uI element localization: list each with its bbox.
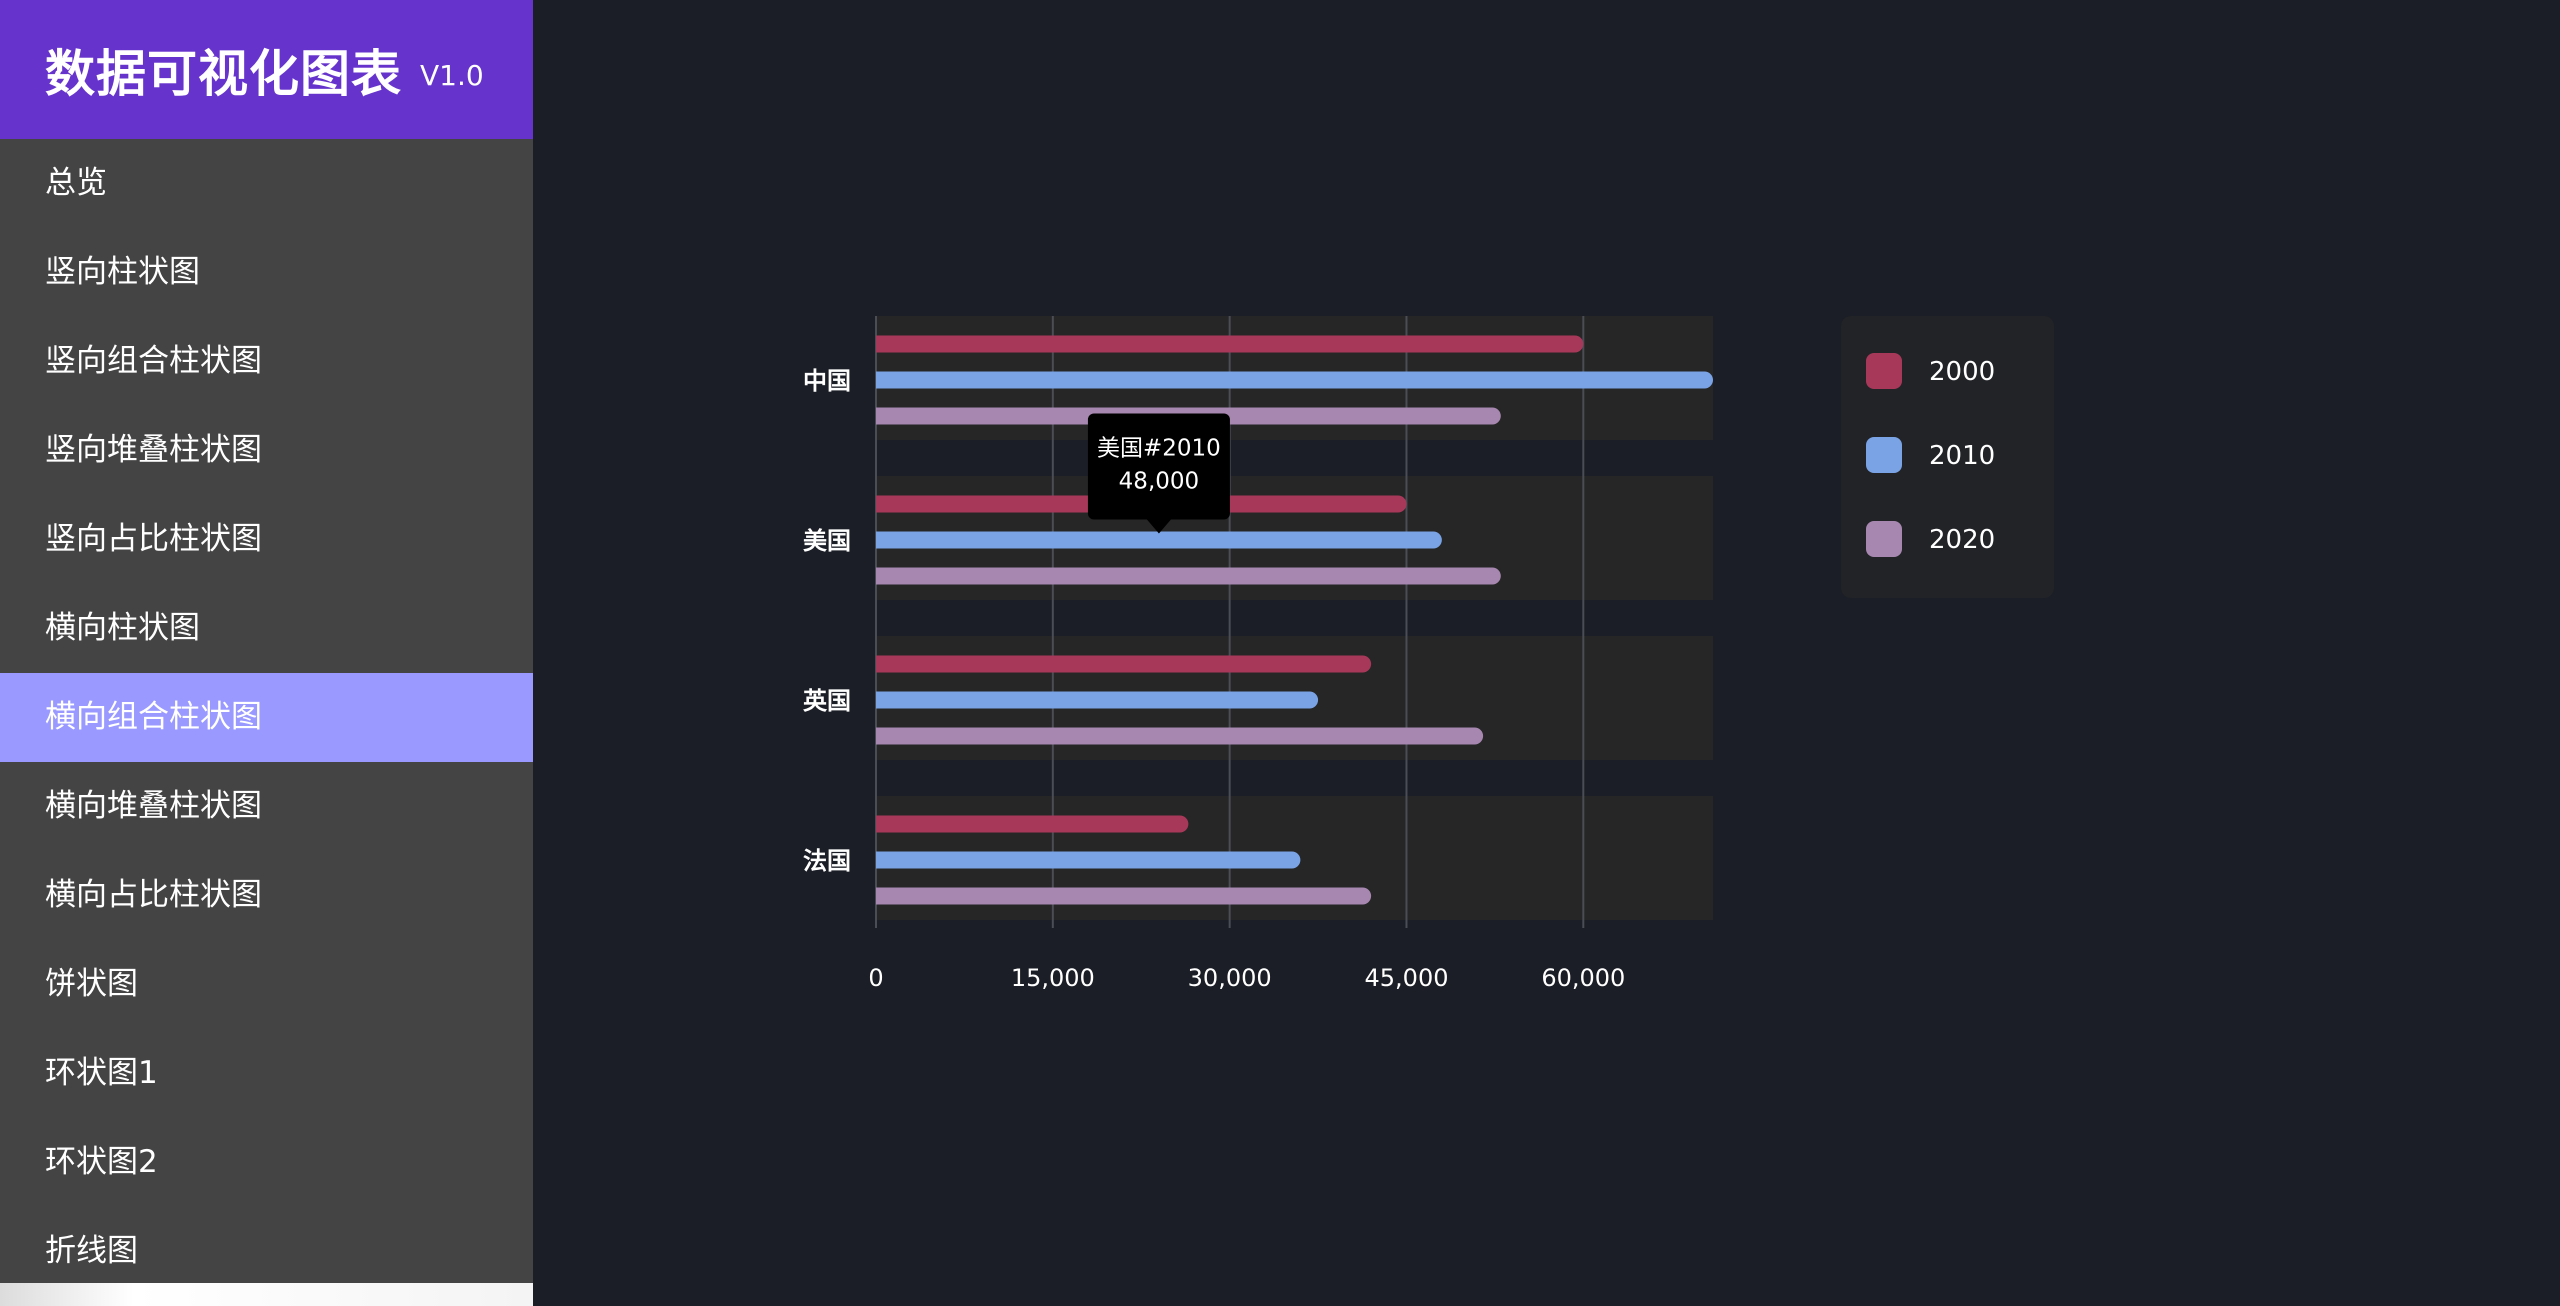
menu-item-donut-2[interactable]: 环状图2 [45,1144,158,1180]
bar-2020-c3 [876,887,1372,905]
tooltip-arrow [1146,519,1171,534]
x-tick-label: 30,000 [1188,964,1272,992]
legend-swatch-2020 [1866,521,1902,557]
y-category-label: 中国 [803,367,851,395]
sidebar-header: 数据可视化图表 V1.0 [0,0,533,139]
sidebar-scroll-edge [0,1283,533,1306]
legend-label-2010: 2010 [1929,441,1995,471]
menu-item-vertical-percent-bar[interactable]: 竖向占比柱状图 [45,521,262,557]
sidebar: 数据可视化图表 V1.0 总览 竖向柱状图 竖向组合柱状图 竖向堆叠柱状图 竖向… [0,0,533,1306]
bar-2000-c2 [876,655,1372,673]
menu-item-overview[interactable]: 总览 [45,165,107,201]
sidebar-menu: 总览 竖向柱状图 竖向组合柱状图 竖向堆叠柱状图 竖向占比柱状图 横向柱状图 横… [0,139,533,1296]
bar-base-2020-c3 [876,887,893,905]
bar-base-2000-c0 [876,335,893,353]
legend-swatch-2010 [1866,437,1902,473]
legend-label-2020: 2020 [1929,525,1995,555]
bar-base-2020-c0 [876,407,893,425]
bar-base-2010-c0 [876,371,893,389]
y-category-label: 法国 [803,847,851,875]
bar-2010-c1 [876,531,1442,549]
menu-item-horizontal-bar[interactable]: 横向柱状图 [45,610,200,646]
menu-item-vertical-grouped-bar[interactable]: 竖向组合柱状图 [45,343,262,379]
bar-2020-c1 [876,567,1501,585]
menu-item-horizontal-grouped-bar[interactable]: 横向组合柱状图 [0,673,533,762]
bar-2000-c0 [876,335,1584,353]
menu-item-donut-1[interactable]: 环状图1 [45,1055,158,1091]
bar-base-2010-c3 [876,851,893,869]
x-tick-label: 60,000 [1541,964,1625,992]
bar-base-2000-c2 [876,655,893,673]
legend-label-2000: 2000 [1929,357,1995,387]
x-tick-label: 15,000 [1011,964,1095,992]
x-tick-label: 0 [868,964,883,992]
tooltip-title: 美国#2010 [1097,436,1221,462]
y-category-label: 英国 [803,687,851,715]
menu-item-horizontal-stacked-bar[interactable]: 横向堆叠柱状图 [45,788,262,824]
bar-2010-c2 [876,691,1319,709]
menu-item-pie[interactable]: 饼状图 [45,966,138,1002]
legend: 2000 2010 2020 [1841,316,2054,598]
y-category-label: 美国 [803,527,851,555]
legend-swatch-2000 [1866,353,1902,389]
app-title: 数据可视化图表 [45,44,402,103]
bar-2000-c3 [876,815,1189,833]
bar-base-2020-c1 [876,567,893,585]
bar-2010-c3 [876,851,1301,869]
menu-item-horizontal-percent-bar[interactable]: 横向占比柱状图 [45,877,262,913]
tooltip: 美国#2010 48,000 [1087,413,1230,534]
x-tick-label: 45,000 [1365,964,1449,992]
bar-base-2000-c1 [876,495,893,513]
bar-base-2020-c2 [876,727,893,745]
bar-base-2010-c2 [876,691,893,709]
tooltip-value: 48,000 [1119,469,1199,495]
bar-2020-c2 [876,727,1484,745]
app-version: V1.0 [420,59,484,92]
menu-item-line[interactable]: 折线图 [45,1233,138,1269]
tooltip-box [1087,413,1230,520]
menu-item-vertical-bar[interactable]: 竖向柱状图 [45,254,200,290]
menu-item-vertical-stacked-bar[interactable]: 竖向堆叠柱状图 [45,432,262,468]
bar-base-2000-c3 [876,815,893,833]
bar-base-2010-c1 [876,531,893,549]
bar-2010-c0 [876,371,1713,389]
